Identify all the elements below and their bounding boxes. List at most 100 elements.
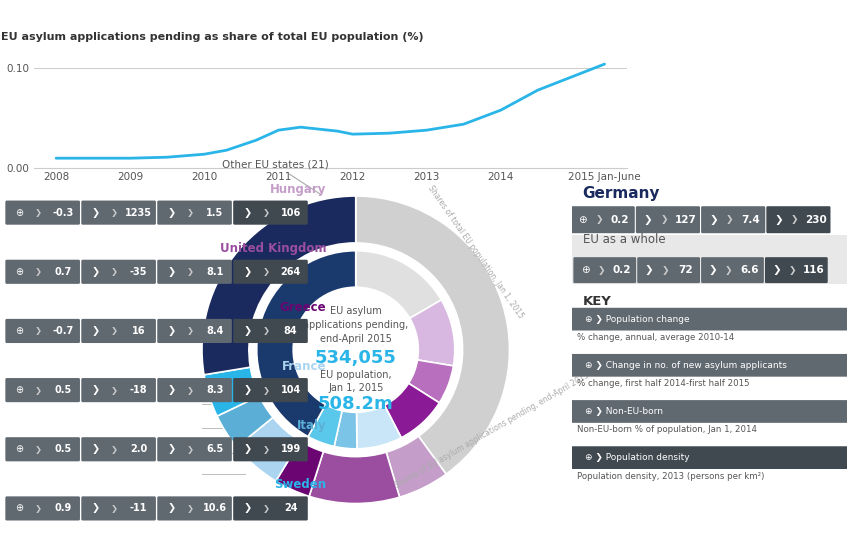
Text: ❯: ❯: [91, 208, 100, 218]
Text: Shares of EU asylum applications pending, end-April 2015: Shares of EU asylum applications pending…: [394, 371, 591, 490]
Text: Other EU states (21): Other EU states (21): [222, 160, 329, 194]
Wedge shape: [308, 405, 342, 446]
Text: ⊕: ⊕: [15, 267, 24, 277]
Text: ❯: ❯: [35, 504, 42, 513]
Text: 0.5: 0.5: [54, 444, 71, 454]
Text: ⊕ ❯ Population density: ⊕ ❯ Population density: [585, 453, 690, 462]
Text: 0.7: 0.7: [54, 267, 71, 277]
FancyBboxPatch shape: [81, 201, 156, 225]
Wedge shape: [357, 405, 401, 449]
Text: 199: 199: [280, 444, 301, 454]
Text: ❯: ❯: [243, 504, 252, 513]
Text: % change, annual, average 2010-14: % change, annual, average 2010-14: [578, 333, 734, 342]
Text: 508.2m: 508.2m: [318, 396, 394, 413]
Text: ❯: ❯: [111, 504, 118, 513]
Text: 10.6: 10.6: [202, 504, 227, 513]
Text: ❯: ❯: [263, 386, 269, 395]
Text: ❯: ❯: [186, 268, 194, 276]
Wedge shape: [204, 367, 259, 416]
Wedge shape: [309, 452, 400, 504]
Wedge shape: [236, 418, 300, 481]
FancyBboxPatch shape: [233, 260, 307, 284]
Text: ❯: ❯: [774, 215, 783, 225]
Text: ❯: ❯: [168, 504, 175, 513]
FancyBboxPatch shape: [81, 378, 156, 402]
Text: ❯: ❯: [709, 215, 717, 225]
FancyBboxPatch shape: [5, 201, 80, 225]
Text: Sweden: Sweden: [274, 478, 326, 491]
Text: -0.7: -0.7: [53, 326, 74, 336]
Text: 127: 127: [674, 215, 696, 225]
Text: ❯: ❯: [263, 268, 269, 276]
FancyBboxPatch shape: [637, 257, 700, 283]
Text: Population density, 2013 (persons per km²): Population density, 2013 (persons per km…: [578, 472, 765, 481]
FancyBboxPatch shape: [81, 260, 156, 284]
Text: Hungary: Hungary: [270, 183, 326, 195]
FancyBboxPatch shape: [636, 206, 700, 233]
FancyBboxPatch shape: [5, 437, 80, 461]
FancyBboxPatch shape: [233, 201, 307, 225]
Text: ❯: ❯: [35, 208, 42, 217]
Circle shape: [295, 288, 417, 411]
Text: ❯: ❯: [791, 215, 799, 224]
Text: 6.6: 6.6: [740, 265, 759, 275]
Text: ⊕ ❯ Non-EU-born: ⊕ ❯ Non-EU-born: [585, 407, 663, 416]
Text: ❯: ❯: [168, 326, 175, 336]
Text: ❯: ❯: [726, 215, 734, 224]
Text: Shares of total EU population, Jan 1, 2015: Shares of total EU population, Jan 1, 20…: [426, 184, 525, 320]
Text: ❯: ❯: [595, 215, 603, 224]
Text: ❯: ❯: [645, 265, 654, 275]
Wedge shape: [334, 411, 357, 449]
Text: ❯: ❯: [186, 208, 194, 217]
Text: ❯: ❯: [35, 445, 42, 454]
Text: ⊕: ⊕: [579, 215, 587, 225]
Text: 8.4: 8.4: [206, 326, 224, 336]
Text: 2.0: 2.0: [130, 444, 147, 454]
Text: -0.3: -0.3: [53, 208, 74, 218]
Wedge shape: [385, 383, 440, 438]
Text: EU asylum: EU asylum: [329, 305, 382, 316]
FancyBboxPatch shape: [233, 497, 307, 521]
Text: Non-EU-born % of population, Jan 1, 2014: Non-EU-born % of population, Jan 1, 2014: [578, 426, 757, 435]
Text: ⊕: ⊕: [15, 326, 24, 336]
FancyBboxPatch shape: [767, 206, 830, 233]
Text: ❯: ❯: [709, 265, 717, 275]
FancyBboxPatch shape: [571, 446, 847, 469]
FancyBboxPatch shape: [158, 260, 232, 284]
FancyBboxPatch shape: [5, 319, 80, 343]
Text: Germany: Germany: [583, 186, 660, 201]
Text: ❯: ❯: [111, 268, 118, 276]
Text: ❯: ❯: [91, 444, 100, 454]
Text: ❯: ❯: [186, 504, 194, 513]
Text: applications pending,: applications pending,: [303, 320, 408, 330]
FancyBboxPatch shape: [233, 437, 307, 461]
Text: ⊕: ⊕: [15, 208, 24, 218]
FancyBboxPatch shape: [571, 400, 847, 423]
FancyBboxPatch shape: [158, 378, 232, 402]
Text: 0.2: 0.2: [612, 265, 631, 275]
Text: EU as a whole: EU as a whole: [583, 233, 666, 246]
Text: -18: -18: [130, 385, 147, 395]
Text: ❯: ❯: [91, 504, 100, 513]
Text: ⊕: ⊕: [15, 444, 24, 454]
Text: ❯: ❯: [243, 385, 252, 395]
Text: 106: 106: [280, 208, 301, 218]
Wedge shape: [217, 396, 273, 447]
Text: 8.3: 8.3: [206, 385, 224, 395]
Text: ❯: ❯: [91, 267, 100, 277]
Text: 230: 230: [805, 215, 827, 225]
Text: 0.5: 0.5: [54, 385, 71, 395]
Text: Greece: Greece: [280, 301, 326, 314]
FancyBboxPatch shape: [233, 319, 307, 343]
Text: ❯: ❯: [186, 386, 194, 395]
Text: ❯: ❯: [168, 385, 175, 395]
Text: ❯: ❯: [91, 385, 100, 395]
Text: ❯: ❯: [111, 326, 118, 335]
Text: 0.2: 0.2: [611, 215, 629, 225]
Wedge shape: [276, 441, 324, 496]
Text: ❯: ❯: [263, 445, 269, 454]
Text: ⊕ ❯ Change in no. of new asylum applicants: ⊕ ❯ Change in no. of new asylum applican…: [585, 361, 788, 370]
Text: 116: 116: [802, 265, 824, 275]
Text: ❯: ❯: [243, 326, 252, 336]
FancyBboxPatch shape: [571, 308, 847, 331]
